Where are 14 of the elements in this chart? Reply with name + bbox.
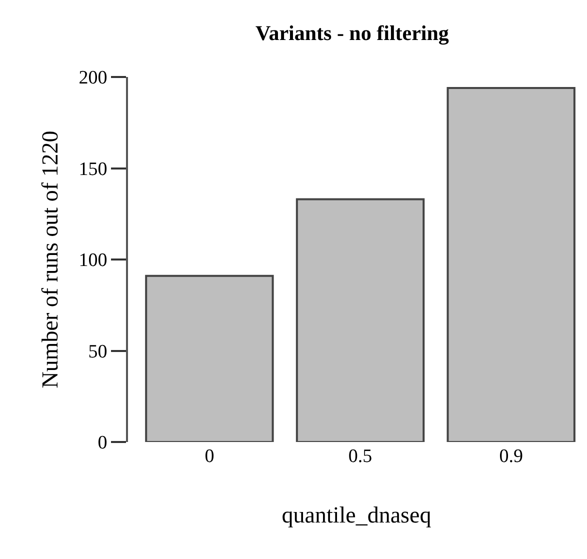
x-tick-label: 0 bbox=[204, 446, 214, 467]
y-tick-label: 200 bbox=[78, 68, 108, 89]
y-tick-label: 150 bbox=[78, 158, 108, 180]
y-tick-label: 100 bbox=[78, 250, 108, 272]
bar bbox=[296, 198, 425, 442]
x-tick-label: 0.9 bbox=[499, 446, 523, 467]
bar bbox=[145, 274, 274, 442]
x-axis-title: quantile_dnaseq bbox=[282, 502, 432, 528]
y-axis-title: Number of runs out of 1220 bbox=[38, 130, 63, 388]
chart-title: Variants - no filtering bbox=[255, 20, 450, 45]
bar bbox=[446, 86, 576, 442]
y-tick-label: 0 bbox=[98, 432, 108, 454]
x-tick-label: 0.5 bbox=[348, 446, 372, 467]
y-tick-label: 50 bbox=[88, 341, 108, 362]
